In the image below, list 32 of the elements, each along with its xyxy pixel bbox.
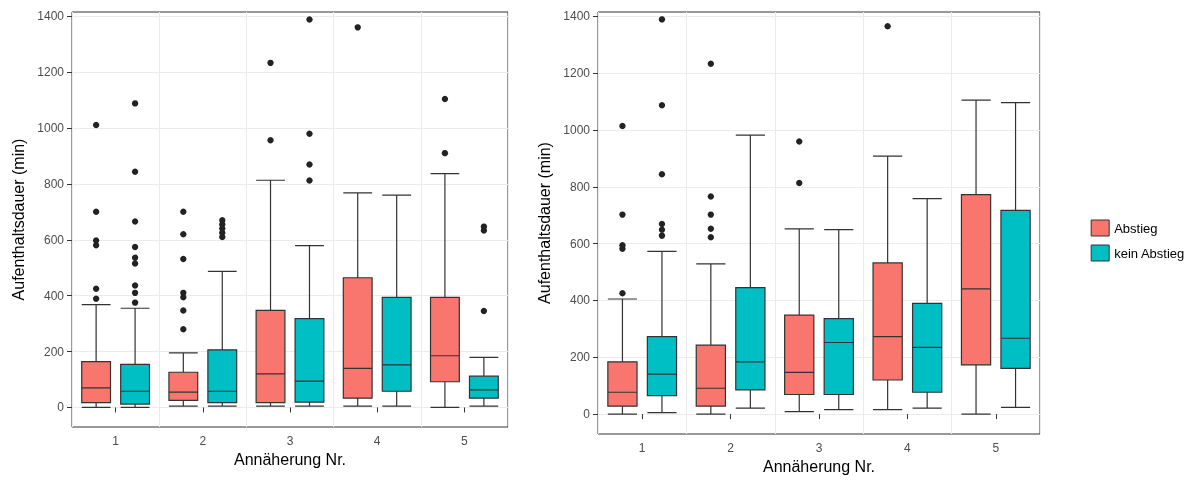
- y-tick-label: 400: [43, 288, 65, 303]
- y-tick-label: 1000: [563, 122, 591, 137]
- y-tick-label: 1400: [37, 9, 65, 24]
- y-tick-label: 0: [57, 400, 65, 415]
- x-tick-label: 4: [373, 434, 381, 448]
- x-tick-label: 5: [461, 434, 469, 448]
- x-tick-label: 3: [815, 441, 823, 455]
- x-tick-label: 3: [286, 434, 294, 448]
- x-tick-label: 4: [904, 441, 912, 455]
- legend-label: kein Abstieg: [1114, 245, 1185, 261]
- y-tick-label: 400: [569, 293, 591, 308]
- y-tick-label: 600: [43, 232, 65, 247]
- y-tick-label: 1200: [563, 66, 591, 81]
- y-tick-label: 800: [43, 176, 65, 191]
- y-tick-label: 600: [569, 236, 591, 251]
- y-tick-label: 0: [583, 407, 591, 422]
- y-tick-label: 1200: [37, 65, 65, 80]
- x-tick-label: 2: [727, 441, 735, 455]
- y-tick-label: 200: [569, 350, 591, 365]
- x-axis-title: Annäherung Nr.: [233, 451, 347, 469]
- x-tick-label: 5: [992, 441, 1000, 455]
- y-tick-label: 200: [43, 344, 65, 359]
- y-tick-label: 800: [569, 179, 591, 194]
- y-axis-title: Aufenthaltsdauer (min): [9, 138, 27, 301]
- x-tick-label: 1: [638, 441, 646, 455]
- y-axis-title: Aufenthaltsdauer (min): [535, 142, 553, 304]
- legend-label: Abstieg: [1114, 220, 1158, 236]
- x-axis-title: Annäherung Nr.: [762, 458, 876, 476]
- y-tick-label: 1400: [563, 9, 591, 24]
- x-tick-label: 2: [199, 434, 207, 448]
- y-tick-label: 1000: [37, 120, 65, 135]
- x-tick-label: 1: [112, 434, 120, 448]
